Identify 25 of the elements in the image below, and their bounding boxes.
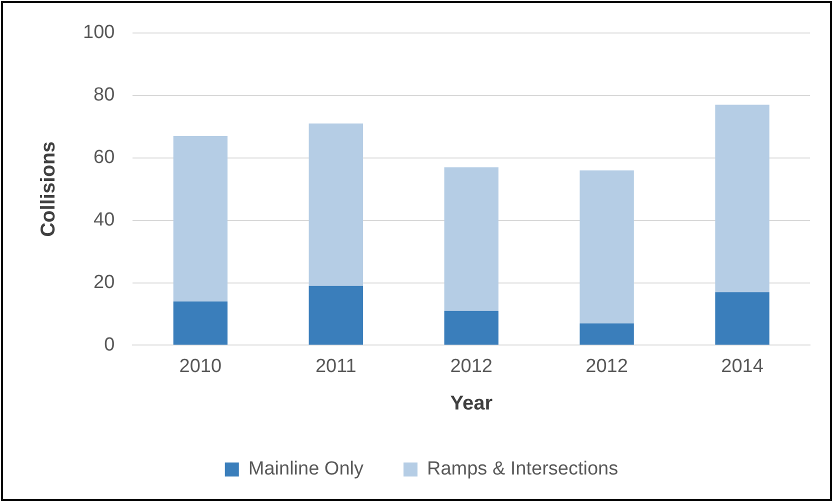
bar — [444, 167, 498, 311]
x-tick-label: 2014 — [721, 356, 764, 377]
bar — [715, 104, 770, 292]
x-tick-label: 2012 — [586, 356, 628, 377]
legend-label: Ramps & Intersections — [426, 458, 618, 480]
x-axis-title: Year — [450, 392, 493, 415]
bar — [173, 301, 228, 345]
bar — [173, 136, 228, 302]
y-tick-label: 0 — [104, 334, 115, 356]
x-tick-label: 2012 — [450, 356, 492, 377]
bar — [444, 310, 498, 345]
bar — [715, 292, 770, 345]
y-axis-title: Collisions — [38, 141, 60, 237]
bar — [308, 124, 363, 286]
bar — [580, 323, 634, 345]
x-tick-label: 2010 — [179, 356, 222, 377]
y-tick-label: 60 — [94, 147, 115, 168]
y-tick-label: 40 — [94, 210, 115, 231]
bar — [580, 170, 634, 324]
x-tick-label: 2011 — [315, 356, 356, 377]
bar — [308, 286, 363, 345]
y-tick-label: 20 — [94, 272, 115, 293]
y-tick-label: 100 — [83, 22, 115, 44]
y-tick-label: 80 — [94, 84, 115, 106]
legend-label: Mainline Only — [248, 458, 364, 480]
